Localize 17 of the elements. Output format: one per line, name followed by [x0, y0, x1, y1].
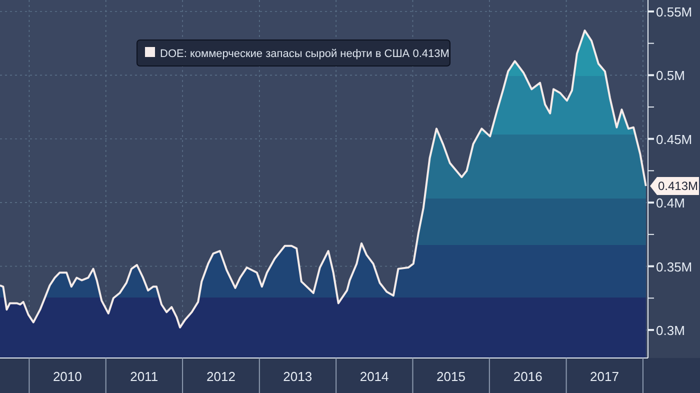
y-tick-label: 0.55M: [656, 4, 692, 20]
x-tick-label: 2012: [206, 369, 236, 384]
y-tick-label: 0.4M: [656, 196, 685, 211]
x-tick-label: 2016: [513, 369, 542, 384]
text: 0.413M: [412, 48, 450, 60]
legend-label: DOE: коммерческие запасы сырой нефти в США: [160, 48, 410, 60]
y-tick-label: 0.45M: [656, 132, 692, 147]
y-tick-label: 0.3M: [656, 322, 685, 338]
x-tick-label: 2013: [283, 369, 312, 384]
y-tick-label: 0.35M: [656, 259, 692, 274]
x-tick-label: 2010: [52, 369, 82, 384]
annotation: 0.413M: [658, 179, 698, 194]
x-tick-label: 2014: [360, 369, 389, 384]
x-tick-label: 2015: [436, 369, 466, 384]
x-tick-label: 2017: [590, 369, 619, 384]
y-tick-label: 0.5M: [656, 68, 685, 84]
x-tick-label: 2011: [130, 369, 158, 384]
